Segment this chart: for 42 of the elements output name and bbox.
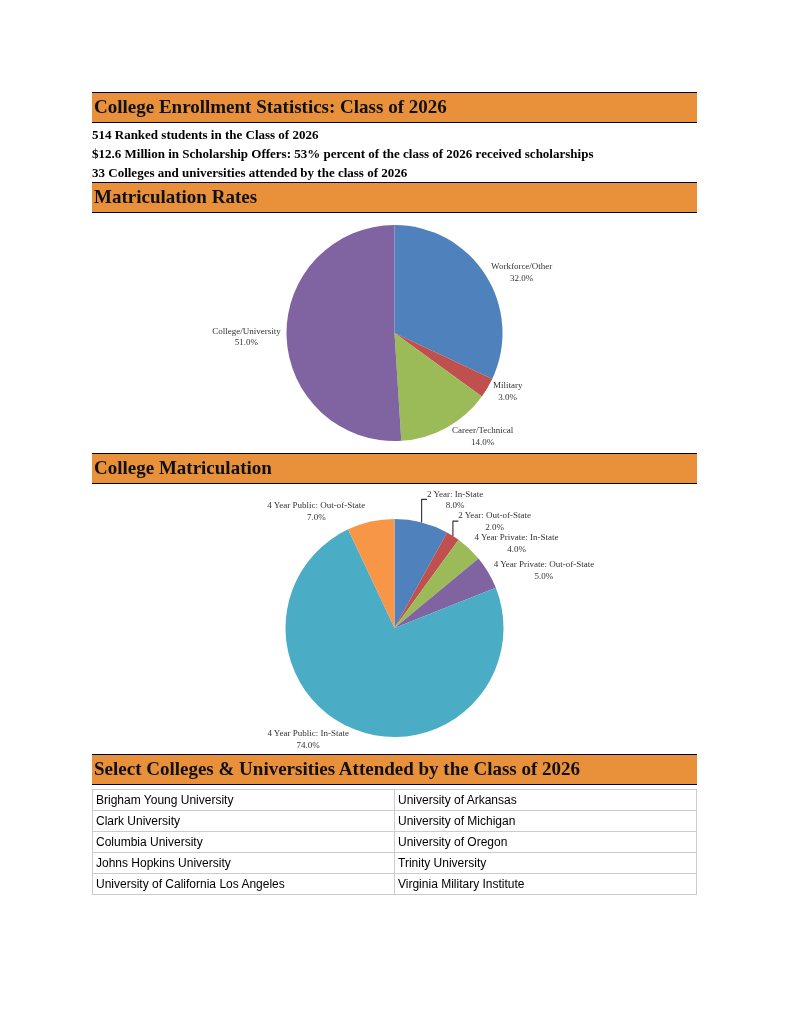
data-label: 4.0% — [507, 543, 527, 554]
slice-label: 4 Year Public: In-State — [267, 727, 349, 738]
text: Select Colleges & Universities Attended by the Class of 2026 — [92, 754, 697, 785]
slice-label: Career/Technical — [451, 425, 514, 436]
pie-slice — [394, 333, 493, 397]
text: Columbia University — [92, 831, 395, 853]
data-label: 2.0% — [485, 521, 505, 532]
data-label: 32.0% — [510, 272, 534, 283]
pie-slice — [348, 519, 395, 628]
text: University of Michigan — [394, 810, 697, 832]
slice-label: 2 Year: Out-of-State — [458, 510, 532, 521]
text: 514 Ranked students in the Class of 2026 $12.6 Million in Scholarship Offers: 53% percent of the class of 2026 received scholarships 33 Colleges and universities attended by the class of 2026 — [92, 126, 595, 182]
slice-label: Military — [492, 379, 523, 390]
slice-label: 4 Year Public: Out-of-State — [267, 500, 366, 511]
text: University of California Los Angeles — [92, 873, 395, 895]
data-label: 51.0% — [234, 337, 259, 348]
data-label: 14.0% — [471, 436, 495, 447]
data-label: 5.0% — [534, 570, 554, 581]
chart-title: College Matriculation — [92, 453, 697, 484]
pie-slice — [394, 532, 459, 628]
slice-label: College/University — [212, 325, 282, 336]
text: Trinity University — [394, 852, 697, 874]
text: Johns Hopkins University — [92, 852, 395, 874]
pie-slice — [394, 519, 448, 628]
text: College Enrollment Statistics: Class of 2026 — [92, 92, 697, 123]
pie-slice — [394, 539, 479, 628]
text: Brigham Young University — [92, 789, 395, 811]
slice-label: Workforce/Other — [491, 261, 553, 272]
data-label: 7.0% — [306, 512, 327, 523]
text: University of Arkansas — [394, 789, 697, 811]
pie-slice — [394, 558, 496, 628]
text: Clark University — [92, 810, 395, 832]
data-label: 3.0% — [498, 391, 518, 402]
slice-label: 4 Year Private: In-State — [474, 531, 559, 542]
pie-slice — [286, 225, 402, 441]
text: University of Oregon — [394, 831, 697, 853]
data-label: 74.0% — [296, 739, 321, 750]
data-label: 8.0% — [445, 500, 466, 511]
chart-title: Matriculation Rates — [92, 182, 697, 213]
slice-label: 2 Year: In-State — [427, 488, 484, 499]
slice-label: 4 Year Private: Out-of-State — [493, 558, 595, 569]
text: Virginia Military Institute — [394, 873, 697, 895]
